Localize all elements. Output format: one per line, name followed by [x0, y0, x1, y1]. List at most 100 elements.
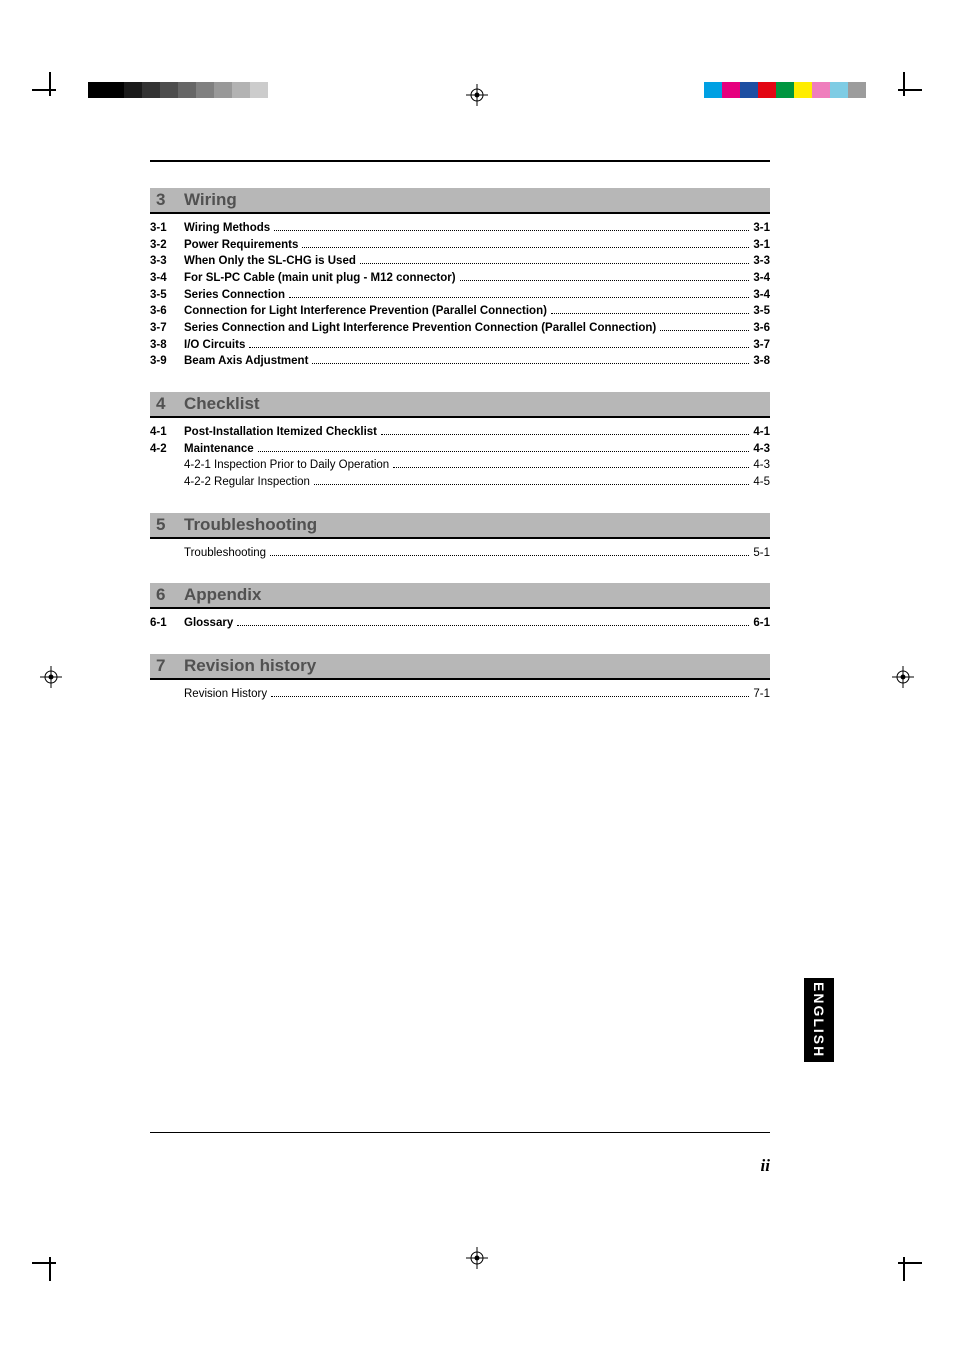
swatch [740, 82, 758, 98]
toc-entry-number: 3-6 [150, 303, 184, 320]
toc-entry: 3-5Series Connection 3-4 [150, 287, 770, 304]
toc-entry-title: Connection for Light Interference Preven… [184, 303, 547, 320]
swatch [106, 82, 124, 98]
section-header: 3Wiring [150, 188, 770, 214]
toc-leader-dots [271, 690, 749, 697]
registration-mark-icon [40, 666, 62, 688]
toc-list: 4-1Post-Installation Itemized Checklist4… [150, 424, 770, 491]
toc-entry-number: 3-5 [150, 287, 184, 304]
toc-entry-page: 5-1 [753, 545, 770, 562]
swatch [142, 82, 160, 98]
toc-entry: 4-1Post-Installation Itemized Checklist4… [150, 424, 770, 441]
section-header: 4Checklist [150, 392, 770, 418]
toc-leader-dots [551, 307, 749, 314]
section-header: 5Troubleshooting [150, 513, 770, 539]
swatch [812, 82, 830, 98]
section-header: 7Revision history [150, 654, 770, 680]
toc-entry: 3-1Wiring Methods3-1 [150, 220, 770, 237]
toc-page: 3Wiring 3-1Wiring Methods3-13-2Power Requ… [150, 160, 770, 703]
toc-entry: 4-2-2 Regular Inspection4-5 [150, 474, 770, 491]
swatch [196, 82, 214, 98]
toc-leader-dots [258, 445, 750, 452]
toc-entry-title: Power Requirements [184, 237, 298, 254]
toc-leader-dots [274, 224, 749, 231]
color-calibration-bar [704, 82, 866, 98]
toc-list: Troubleshooting 5-1 [150, 545, 770, 562]
swatch [704, 82, 722, 98]
toc-leader-dots [289, 291, 749, 298]
toc-leader-dots [270, 549, 749, 556]
toc-entry: 3-6Connection for Light Interference Pre… [150, 303, 770, 320]
toc-entry-page: 6-1 [753, 615, 770, 632]
toc-entry-page: 3-5 [753, 303, 770, 320]
toc-entry: Revision History7-1 [150, 686, 770, 703]
section-header: 6Appendix [150, 583, 770, 609]
toc-entry-page: 3-1 [753, 237, 770, 254]
swatch [794, 82, 812, 98]
toc-leader-dots [237, 620, 749, 627]
toc-entry-number: 3-3 [150, 253, 184, 270]
swatch [88, 82, 106, 98]
toc-entry-title: Revision History [184, 686, 267, 703]
toc-entry-page: 3-6 [753, 320, 770, 337]
section-number: 5 [156, 515, 184, 535]
section-number: 7 [156, 656, 184, 676]
toc-entry-page: 3-1 [753, 220, 770, 237]
toc-entry-number: 4-1 [150, 424, 184, 441]
page-top-rule [150, 160, 770, 162]
crop-mark [38, 1241, 72, 1275]
toc-leader-dots [381, 428, 749, 435]
section-number: 6 [156, 585, 184, 605]
toc-leader-dots [360, 257, 749, 264]
toc-entry-title: For SL-PC Cable (main unit plug - M12 co… [184, 270, 456, 287]
section-number: 3 [156, 190, 184, 210]
section-title: Revision history [184, 656, 316, 676]
toc-entry-title: Series Connection and Light Interference… [184, 320, 656, 337]
toc-entry: 4-2Maintenance4-3 [150, 441, 770, 458]
toc-entry-page: 3-8 [753, 353, 770, 370]
toc-leader-dots [302, 241, 749, 248]
toc-leader-dots [393, 462, 749, 469]
toc-entry: 3-9Beam Axis Adjustment3-8 [150, 353, 770, 370]
section-title: Appendix [184, 585, 261, 605]
swatch [214, 82, 232, 98]
toc-leader-dots [249, 341, 749, 348]
registration-mark-icon [892, 666, 914, 688]
page-number: ii [761, 1156, 770, 1176]
toc-entry-title: When Only the SL-CHG is Used [184, 253, 356, 270]
swatch [776, 82, 794, 98]
toc-list: Revision History7-1 [150, 686, 770, 703]
toc-entry-number: 4-2 [150, 441, 184, 458]
toc-entry-number: 3-1 [150, 220, 184, 237]
toc-entry-title: Troubleshooting [184, 545, 266, 562]
swatch [160, 82, 178, 98]
toc-entry-page: 3-4 [753, 270, 770, 287]
toc-entry-number: 3-7 [150, 320, 184, 337]
grayscale-calibration-bar [88, 82, 268, 98]
toc-leader-dots [660, 324, 749, 331]
toc-entry-title: Post-Installation Itemized Checklist [184, 424, 377, 441]
toc-entry: 3-7Series Connection and Light Interfere… [150, 320, 770, 337]
toc-leader-dots [312, 357, 749, 364]
toc-entry-page: 3-4 [753, 287, 770, 304]
toc-leader-dots [460, 274, 750, 281]
swatch [722, 82, 740, 98]
toc-entry-title: Maintenance [184, 441, 254, 458]
swatch [830, 82, 848, 98]
toc-entry: 4-2-1 Inspection Prior to Daily Operatio… [150, 457, 770, 474]
language-tab: ENGLISH [804, 978, 834, 1062]
toc-entry-title: Series Connection [184, 287, 285, 304]
toc-list: 3-1Wiring Methods3-13-2Power Requirement… [150, 220, 770, 370]
toc-entry-number: 3-4 [150, 270, 184, 287]
toc-list: 6-1Glossary6-1 [150, 615, 770, 632]
toc-entry: 3-3When Only the SL-CHG is Used3-3 [150, 253, 770, 270]
toc-entry: 3-4For SL-PC Cable (main unit plug - M12… [150, 270, 770, 287]
toc-entry-page: 3-3 [753, 253, 770, 270]
section-number: 4 [156, 394, 184, 414]
toc-entry-title: 4-2-2 Regular Inspection [184, 474, 310, 491]
swatch [232, 82, 250, 98]
toc-entry-number: 6-1 [150, 615, 184, 632]
registration-mark-icon [466, 1247, 488, 1269]
section-title: Troubleshooting [184, 515, 317, 535]
crop-mark [882, 78, 916, 112]
